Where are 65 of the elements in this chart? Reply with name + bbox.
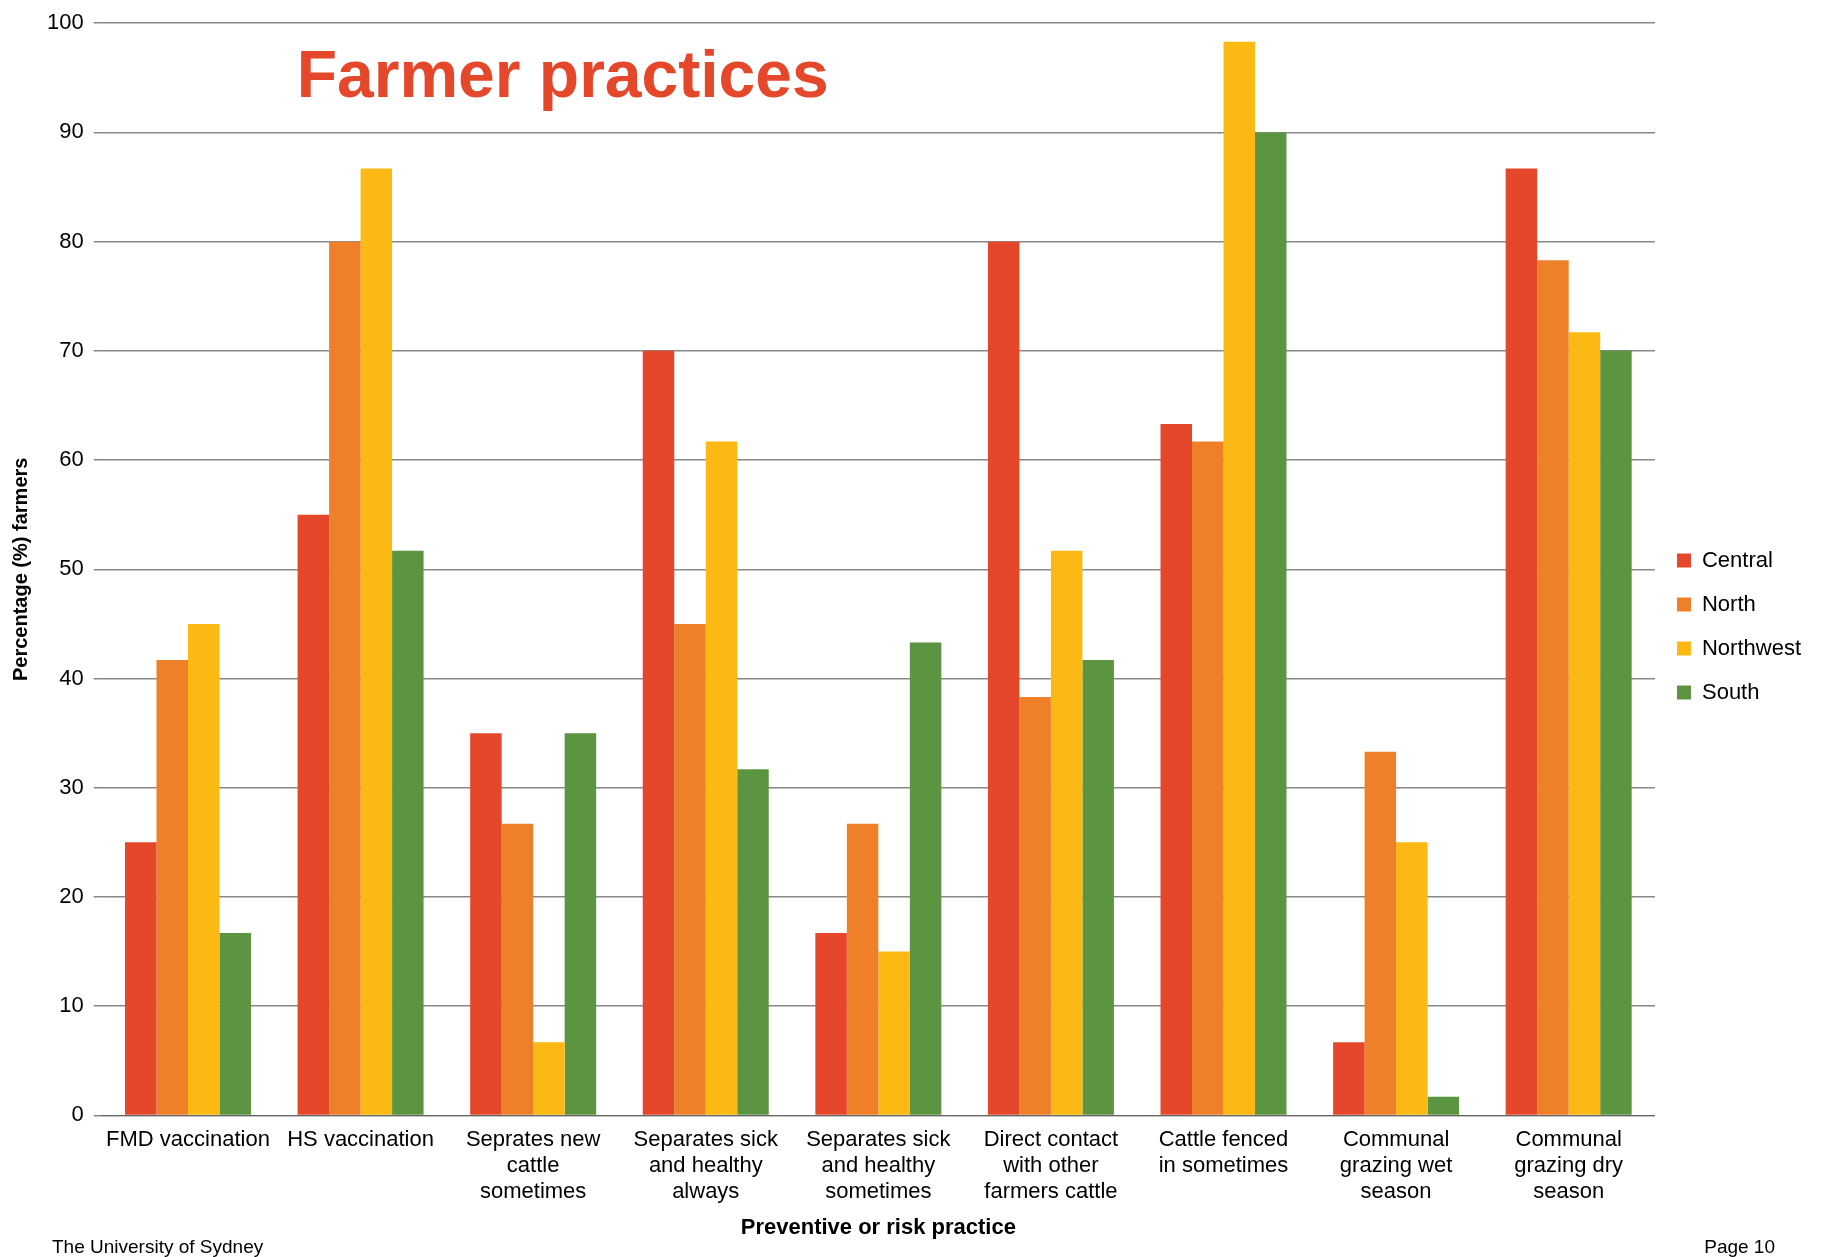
bar bbox=[1255, 132, 1287, 1115]
legend-label: South bbox=[1701, 678, 1760, 704]
text: Page 10 bbox=[1704, 1235, 1775, 1257]
bar bbox=[1427, 1096, 1460, 1115]
bar bbox=[1160, 424, 1193, 1115]
bar bbox=[1050, 550, 1083, 1115]
bar bbox=[360, 168, 393, 1115]
chart-title: Farmer practices bbox=[296, 37, 829, 112]
x-tick-label: HS vaccination bbox=[287, 1125, 434, 1151]
x-axis-title: Preventive or risk practice bbox=[740, 1213, 1016, 1239]
y-tick-label: 70 bbox=[59, 336, 84, 362]
x-tick-label: Direct contact with other farmers cattle bbox=[983, 1125, 1119, 1204]
y-tick-label: 80 bbox=[59, 227, 84, 253]
bar bbox=[642, 350, 675, 1115]
bar bbox=[815, 933, 847, 1115]
bar bbox=[1568, 332, 1601, 1115]
bar bbox=[1082, 659, 1114, 1115]
legend-label: Central bbox=[1701, 546, 1773, 572]
y-tick-label: 0 bbox=[71, 1101, 84, 1127]
bar bbox=[156, 659, 188, 1115]
bar bbox=[188, 623, 220, 1115]
x-tick-label: Seprates new cattle sometimes bbox=[465, 1125, 601, 1204]
bar bbox=[1192, 441, 1224, 1115]
bar bbox=[705, 441, 738, 1115]
bar bbox=[533, 1042, 565, 1115]
y-axis-title: Percentage (%) farmers bbox=[8, 457, 31, 682]
y-tick-label: 100 bbox=[46, 9, 84, 35]
bar bbox=[846, 823, 879, 1115]
legend-label: North bbox=[1701, 590, 1756, 616]
y-tick-label: 40 bbox=[59, 664, 84, 690]
bar bbox=[297, 514, 330, 1115]
bar bbox=[987, 241, 1020, 1115]
bar bbox=[219, 933, 251, 1115]
y-tick-label: 30 bbox=[59, 773, 84, 799]
bar bbox=[1537, 260, 1569, 1115]
bar bbox=[564, 733, 597, 1115]
bar bbox=[1505, 168, 1538, 1115]
x-tick-label: Communal grazing wet season bbox=[1339, 1125, 1453, 1204]
bar bbox=[329, 241, 361, 1115]
x-tick-label: Separates sick and healthy sometimes bbox=[806, 1125, 952, 1204]
x-tick-label: FMD vaccination bbox=[106, 1125, 270, 1151]
y-tick-label: 10 bbox=[59, 992, 84, 1018]
bar bbox=[1600, 350, 1632, 1115]
y-tick-label: 50 bbox=[59, 555, 84, 581]
y-tick-label: 90 bbox=[59, 118, 84, 144]
bar bbox=[1019, 697, 1051, 1115]
x-tick-label: Communal grazing dry season bbox=[1514, 1125, 1624, 1204]
bar bbox=[737, 769, 769, 1115]
x-tick-label: Separates sick and healthy always bbox=[633, 1125, 779, 1204]
bar bbox=[392, 550, 424, 1115]
x-tick-label: Cattle fenced in sometimes bbox=[1158, 1125, 1289, 1178]
bar bbox=[1364, 751, 1397, 1115]
y-tick-label: 60 bbox=[59, 446, 84, 472]
y-tick-label: 20 bbox=[59, 883, 84, 909]
bar bbox=[1333, 1042, 1365, 1115]
bar bbox=[501, 823, 534, 1115]
bar bbox=[125, 842, 157, 1115]
bar bbox=[674, 623, 706, 1115]
bar bbox=[1396, 842, 1428, 1115]
bar bbox=[909, 642, 942, 1115]
legend-label: Northwest bbox=[1701, 634, 1802, 660]
bar bbox=[878, 951, 910, 1115]
bar bbox=[1223, 41, 1255, 1115]
bar bbox=[470, 733, 502, 1115]
text: The University of Sydney bbox=[52, 1235, 264, 1257]
